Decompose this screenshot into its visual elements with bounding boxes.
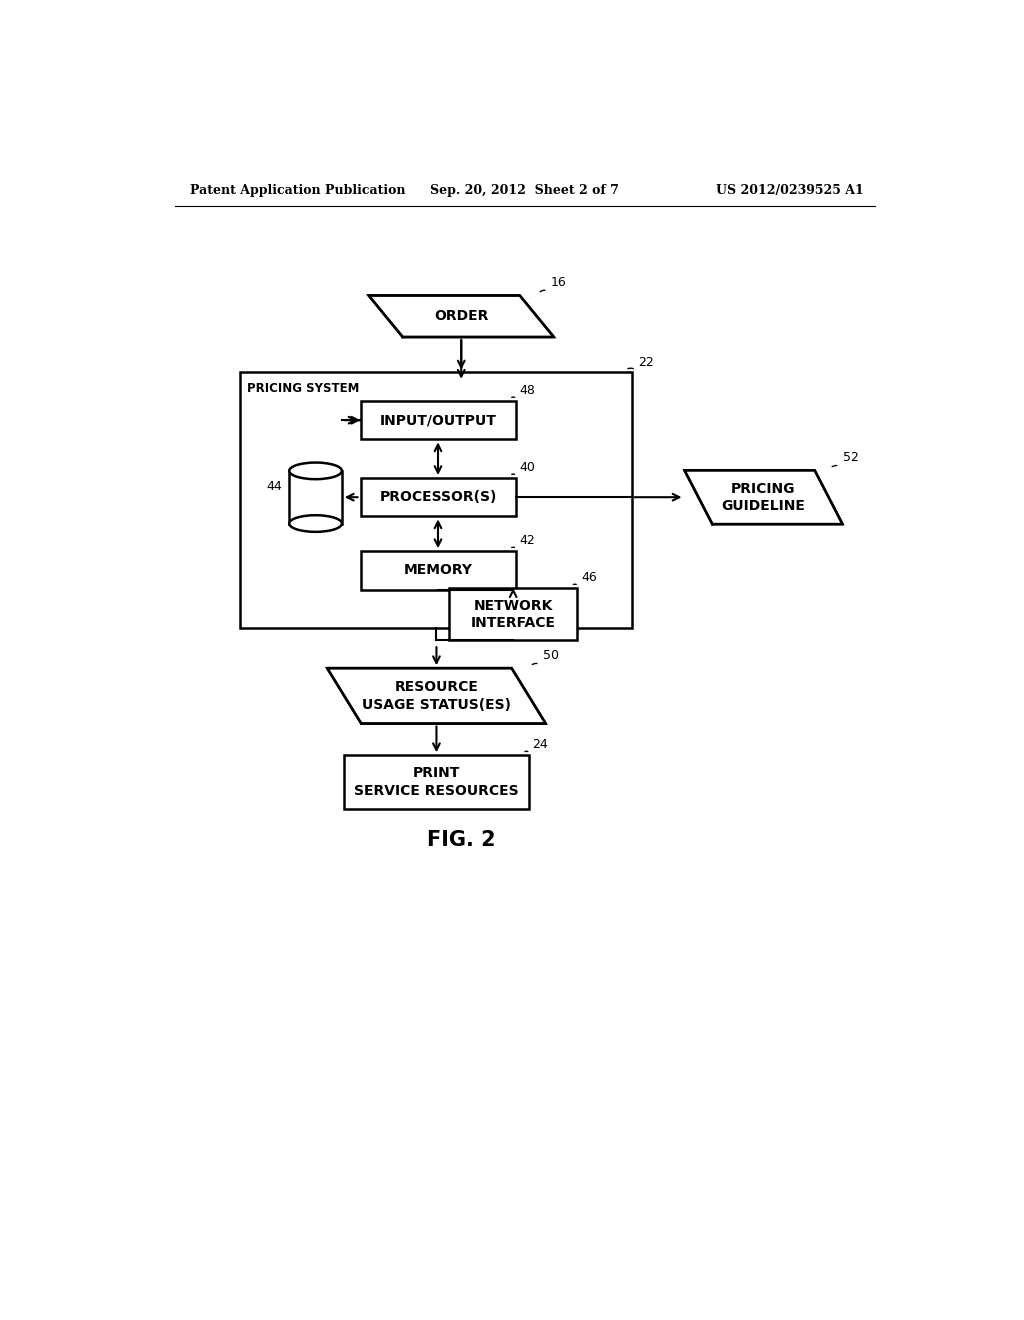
Text: Sep. 20, 2012  Sheet 2 of 7: Sep. 20, 2012 Sheet 2 of 7 xyxy=(430,185,620,197)
Text: ORDER: ORDER xyxy=(434,309,488,323)
Text: 22: 22 xyxy=(638,355,653,368)
Text: RESOURCE
USAGE STATUS(ES): RESOURCE USAGE STATUS(ES) xyxy=(361,680,511,711)
Text: PRICING
GUIDELINE: PRICING GUIDELINE xyxy=(722,482,806,513)
Text: 46: 46 xyxy=(581,572,597,585)
Text: NETWORK
INTERFACE: NETWORK INTERFACE xyxy=(471,598,556,630)
Bar xyxy=(360,552,515,590)
Bar xyxy=(360,401,515,440)
Bar xyxy=(289,471,342,524)
Text: PRICING SYSTEM: PRICING SYSTEM xyxy=(247,381,359,395)
Text: 52: 52 xyxy=(843,451,858,465)
Text: 48: 48 xyxy=(519,384,536,397)
Text: PROCESSOR(S): PROCESSOR(S) xyxy=(379,490,497,504)
Text: 42: 42 xyxy=(519,535,536,548)
Text: 44: 44 xyxy=(266,480,282,494)
Bar xyxy=(450,589,578,640)
Bar xyxy=(344,755,528,809)
Text: INPUT/OUTPUT: INPUT/OUTPUT xyxy=(380,413,497,428)
Text: 16: 16 xyxy=(551,276,566,289)
Polygon shape xyxy=(328,668,546,723)
Bar xyxy=(360,478,515,516)
Text: Patent Application Publication: Patent Application Publication xyxy=(190,185,406,197)
Ellipse shape xyxy=(289,515,342,532)
Text: PRINT
SERVICE RESOURCES: PRINT SERVICE RESOURCES xyxy=(354,767,519,797)
Ellipse shape xyxy=(289,462,342,479)
Text: 40: 40 xyxy=(519,461,536,474)
Polygon shape xyxy=(369,296,554,337)
Text: 50: 50 xyxy=(543,649,559,663)
Text: MEMORY: MEMORY xyxy=(403,564,472,577)
Bar xyxy=(241,372,632,628)
Polygon shape xyxy=(684,470,843,524)
Text: 24: 24 xyxy=(532,738,548,751)
Text: US 2012/0239525 A1: US 2012/0239525 A1 xyxy=(717,185,864,197)
Text: FIG. 2: FIG. 2 xyxy=(427,830,496,850)
